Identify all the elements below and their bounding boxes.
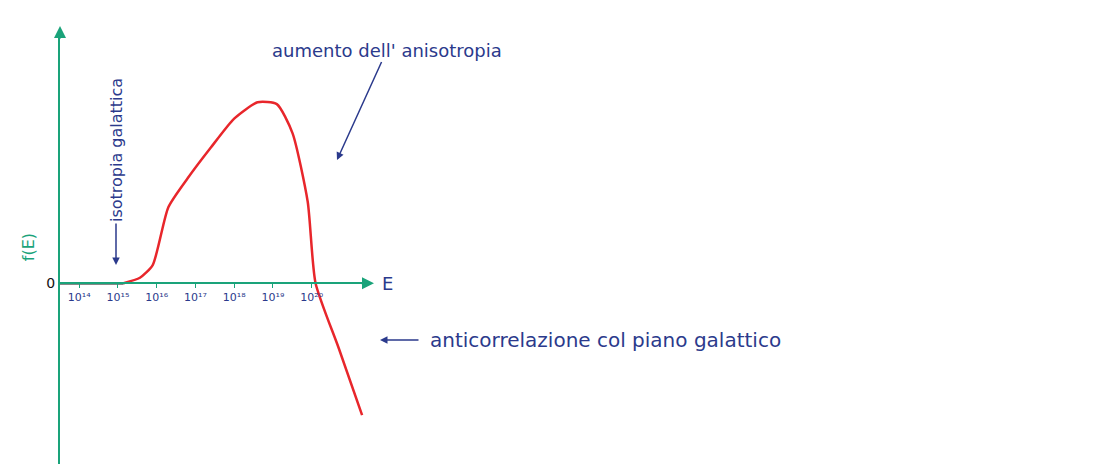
- svg-text:10¹⁴: 10¹⁴: [68, 291, 91, 304]
- svg-text:10²⁰: 10²⁰: [300, 291, 323, 304]
- svg-text:anticorrelazione col piano gal: anticorrelazione col piano galattico: [430, 328, 781, 352]
- svg-text:isotropia galattica: isotropia galattica: [107, 78, 126, 222]
- svg-text:10¹⁹: 10¹⁹: [262, 291, 285, 304]
- svg-text:f(E): f(E): [19, 233, 38, 261]
- svg-text:E: E: [382, 273, 393, 294]
- svg-text:0: 0: [46, 275, 55, 291]
- svg-text:10¹⁷: 10¹⁷: [184, 291, 207, 304]
- svg-text:aumento dell' anisotropia: aumento dell' anisotropia: [272, 40, 502, 61]
- svg-text:10¹⁸: 10¹⁸: [223, 291, 246, 304]
- svg-text:10¹⁶: 10¹⁶: [145, 291, 168, 304]
- svg-text:10¹⁵: 10¹⁵: [107, 291, 130, 304]
